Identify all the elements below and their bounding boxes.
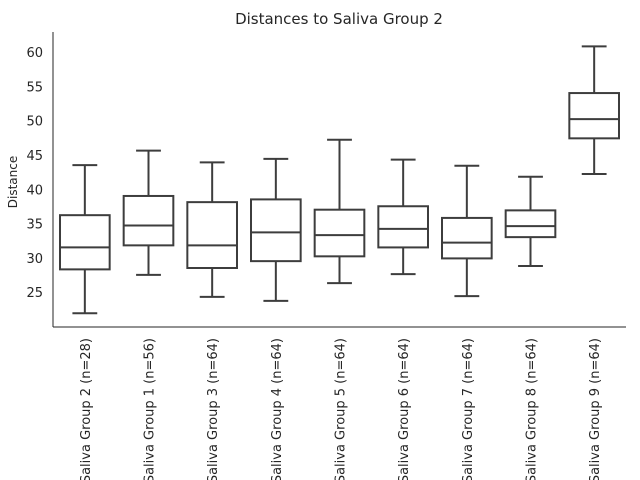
iqr-box	[377, 205, 429, 249]
box-group	[186, 161, 238, 298]
x-tick-label: Saliva Group 8 (n=64)	[525, 338, 540, 480]
y-axis-ticks: 25 30 35 40 45 50 55 60	[26, 46, 43, 301]
x-tick-label: Saliva Group 5 (n=64)	[334, 338, 349, 480]
y-tick-label: 40	[26, 183, 43, 198]
iqr-box	[59, 214, 111, 271]
box-group	[568, 45, 620, 176]
iqr-box	[313, 208, 366, 258]
y-tick-label: 35	[26, 218, 43, 233]
iqr-box	[504, 209, 557, 239]
box-group	[250, 157, 302, 302]
iqr-box	[122, 194, 175, 247]
box-group	[59, 164, 111, 315]
box-group	[313, 138, 366, 285]
x-axis-ticks: Saliva Group 2 (n=28) Saliva Group 1 (n=5…	[79, 338, 603, 480]
box-group	[441, 164, 493, 298]
x-tick-label: Saliva Group 6 (n=64)	[397, 338, 412, 480]
y-tick-label: 55	[26, 80, 43, 95]
box-group	[122, 149, 175, 276]
boxes-layer	[59, 45, 620, 315]
box-group	[504, 175, 557, 267]
x-tick-label: Saliva Group 1 (n=56)	[143, 338, 158, 480]
box-group	[377, 158, 429, 276]
x-tick-label: Saliva Group 7 (n=64)	[461, 338, 476, 480]
x-tick-label: Saliva Group 9 (n=64)	[588, 338, 603, 480]
chart-title: Distances to Saliva Group 2	[235, 10, 443, 28]
y-axis-label: Distance	[6, 156, 20, 208]
y-tick-label: 60	[26, 46, 43, 61]
iqr-box	[250, 198, 302, 263]
y-tick-label: 50	[26, 115, 43, 130]
x-tick-label: Saliva Group 4 (n=64)	[270, 338, 285, 480]
x-tick-label: Saliva Group 3 (n=64)	[206, 338, 221, 480]
y-tick-label: 30	[26, 252, 43, 267]
iqr-box	[441, 216, 493, 260]
iqr-box	[568, 92, 620, 140]
y-tick-label: 45	[26, 149, 43, 164]
y-tick-label: 25	[26, 286, 43, 301]
iqr-box	[186, 201, 238, 270]
x-tick-label: Saliva Group 2 (n=28)	[79, 338, 94, 480]
